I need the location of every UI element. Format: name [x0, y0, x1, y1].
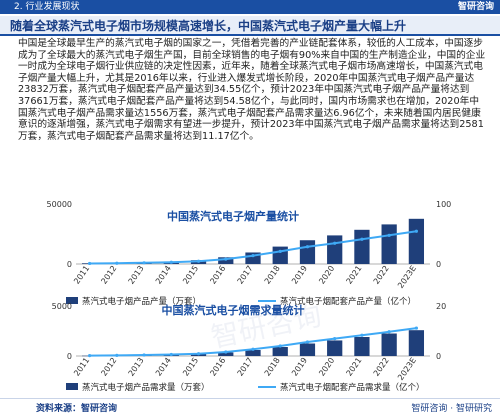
bar-2018: [272, 347, 288, 356]
brand-logo: 智研咨询: [457, 2, 494, 12]
legend-bar-label: 蒸汽式电子烟产品产量（万套）: [82, 296, 201, 307]
line-point-2023E: [414, 229, 418, 233]
line-point-2020: [333, 337, 337, 341]
x-tick-2015: 2015: [181, 264, 200, 286]
x-tick-2019: 2019: [290, 356, 309, 378]
legend-line-label: 蒸汽式电子烟配套产品产量（亿个）: [280, 296, 416, 307]
chart-title: 中国蒸汽式电子烟产量统计: [167, 209, 299, 223]
bar-2017: [245, 350, 261, 356]
x-tick-2013: 2013: [127, 264, 146, 286]
x-tick-2016: 2016: [208, 356, 227, 378]
demand-chart: 0 5000 0 20 中国蒸汽式电子烟需求量统计 2011 2012 2013 2014 201…: [30, 300, 470, 396]
bar-2019: [299, 343, 316, 356]
x-tick-2017: 2017: [236, 356, 255, 378]
bar-2022: [381, 224, 397, 264]
right-tick-label: 0: [436, 352, 441, 361]
bar-2017: [245, 252, 261, 264]
x-tick-2014: 2014: [154, 264, 173, 286]
line-point-2018: [278, 249, 282, 253]
page-title: 随着全球蒸汽式电子烟市场规模高速增长，中国蒸汽式电子烟产量大幅上升: [10, 19, 407, 33]
bar-2018: [272, 246, 288, 264]
line-point-2017: [251, 254, 255, 258]
bar-2016: [218, 352, 234, 356]
line-point-2023E: [414, 326, 418, 330]
bar-2023E: [408, 330, 425, 356]
line-point-2015: [196, 352, 201, 356]
line-point-2012: [115, 261, 119, 265]
x-tick-2012: 2012: [99, 264, 118, 286]
right-tick-label: 0: [436, 260, 441, 269]
title-bar: 随着全球蒸汽式电子烟市场规模高速增长，中国蒸汽式电子烟产量大幅上升: [0, 16, 500, 36]
line-point-2015: [196, 259, 201, 263]
line-point-2019: [305, 340, 310, 344]
x-tick-2017: 2017: [236, 264, 255, 286]
line-point-2012: [115, 353, 119, 357]
line-point-2018: [278, 344, 282, 348]
bar-2023E: [408, 218, 425, 264]
x-tick-2022: 2022: [372, 264, 391, 286]
x-tick-2019: 2019: [290, 264, 309, 286]
x-tick-2013: 2013: [127, 356, 146, 378]
line-point-2014: [169, 352, 173, 357]
x-tick-2018: 2018: [263, 264, 282, 286]
x-tick-2011: 2011: [72, 356, 91, 378]
line-point-2021: [360, 237, 364, 241]
x-tick-2011: 2011: [72, 264, 91, 286]
x-tick-2020: 2020: [317, 264, 336, 286]
footer: 资料来源：智研咨询 智研咨询 · 智研研究: [0, 398, 500, 415]
bar-2022: [381, 333, 397, 356]
x-tick-2018: 2018: [263, 356, 282, 378]
left-tick-label: 5000: [52, 302, 72, 311]
x-tick-2023E: 2023E: [396, 356, 418, 382]
line-point-2021: [360, 333, 364, 337]
chart-title: 中国蒸汽式电子烟需求量统计: [162, 303, 305, 317]
line-point-2014: [169, 260, 173, 264]
footer-brand: 智研咨询 · 智研研究: [411, 404, 492, 414]
line-point-2020: [333, 241, 337, 245]
line-point-2022: [387, 330, 391, 334]
source-note: 资料来源：智研咨询: [36, 404, 118, 414]
production-chart-svg: 0 50000 0 100 中国蒸汽式电子烟产量统计 2011 2012 2013 2014 20…: [47, 200, 452, 307]
left-tick-label: 0: [67, 260, 72, 269]
top-bar: 2. 行业发展现状 智研咨询: [0, 0, 500, 14]
line-point-2011: [88, 354, 92, 358]
line-point-2016: [224, 350, 228, 354]
x-tick-2021: 2021: [345, 264, 364, 286]
x-tick-2014: 2014: [154, 356, 173, 378]
bar-2021: [354, 337, 370, 356]
line-point-2019: [305, 245, 310, 249]
x-tick-2015: 2015: [181, 356, 200, 378]
legend-bar-label: 蒸汽式电子烟产品需求量（万套）: [82, 382, 210, 393]
line-point-2017: [251, 347, 255, 351]
left-tick-label: 0: [67, 352, 72, 361]
bar-2020: [327, 340, 343, 356]
line-point-2013: [142, 353, 146, 357]
x-tick-2020: 2020: [317, 356, 336, 378]
x-tick-2022: 2022: [372, 356, 391, 378]
bar-2020: [327, 235, 343, 264]
line-point-2022: [387, 233, 391, 237]
right-tick-label: 100: [436, 200, 451, 209]
legend-line-label: 蒸汽式电子烟配套产品需求量（亿个）: [280, 382, 425, 393]
right-tick-label: 20: [436, 302, 446, 311]
left-tick-label: 50000: [47, 200, 72, 209]
production-chart: 0 50000 0 100 中国蒸汽式电子烟产量统计 2011 2012 2013 2014 20…: [30, 198, 470, 310]
x-tick-2021: 2021: [345, 356, 364, 378]
line-point-2011: [88, 261, 92, 266]
x-tick-2016: 2016: [208, 264, 227, 286]
line-point-2016: [224, 257, 228, 261]
legend-bar-swatch: [66, 383, 78, 390]
legend-bar-swatch: [66, 297, 78, 304]
line-point-2013: [142, 261, 146, 265]
description-paragraph: 中国是全球最早生产的蒸汽式电子烟的国家之一，凭借着完善的产业链配套体系，较低的人…: [18, 38, 486, 142]
bar-2019: [299, 240, 316, 264]
demand-chart-svg: 0 5000 0 20 中国蒸汽式电子烟需求量统计 2011 2012 2013 2014 201…: [52, 302, 447, 393]
bar-2021: [354, 229, 370, 264]
x-tick-2012: 2012: [99, 356, 118, 378]
section-label: 2. 行业发展现状: [14, 2, 80, 12]
x-tick-2023E: 2023E: [396, 264, 418, 290]
